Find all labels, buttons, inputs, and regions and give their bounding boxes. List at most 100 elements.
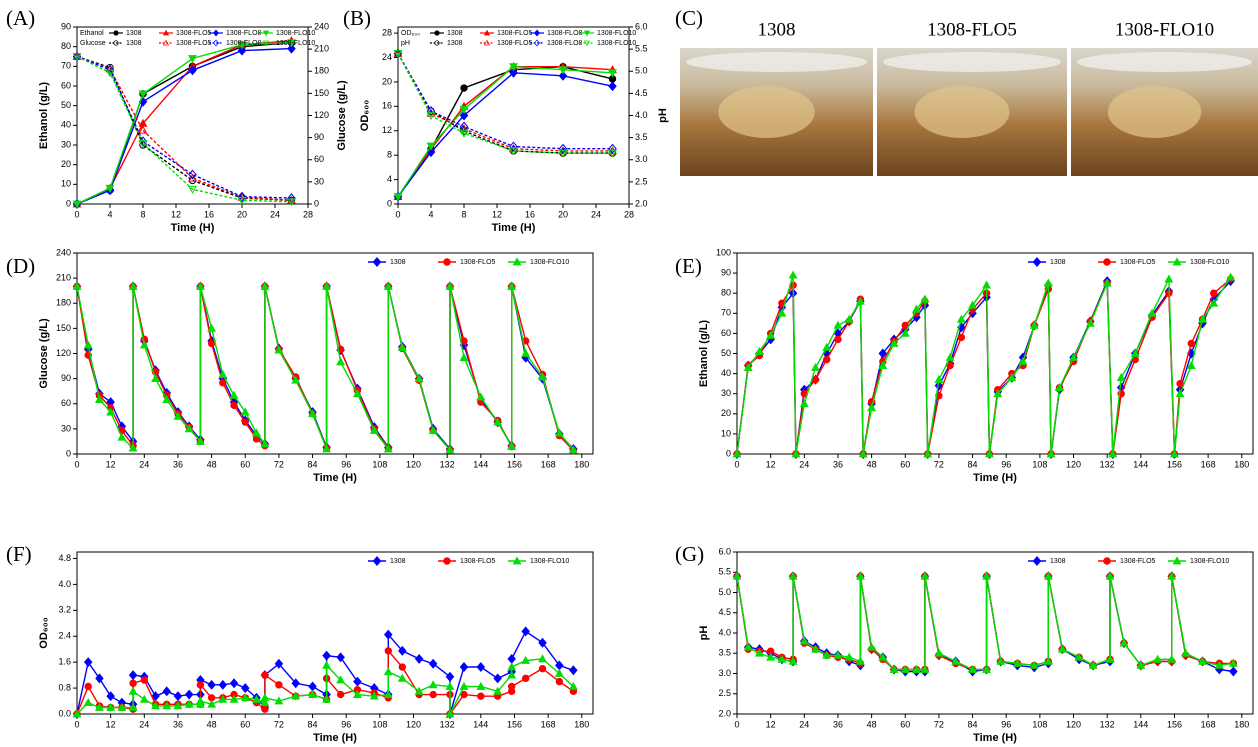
x-tick-label: 96 xyxy=(1001,719,1011,729)
x-tick-label: 72 xyxy=(934,719,944,729)
x-tick-label: 28 xyxy=(624,209,634,219)
marker xyxy=(1170,449,1179,458)
marker xyxy=(383,667,393,676)
y-tick-label: 150 xyxy=(56,323,71,333)
x-tick-label: 4 xyxy=(107,209,112,219)
marker xyxy=(1043,571,1053,580)
marker xyxy=(237,196,247,205)
y-axis-label: Ethanol (g/L) xyxy=(38,82,50,150)
marker xyxy=(822,342,832,351)
legend-marker xyxy=(372,257,382,267)
legend-label: 1308-FLO8 xyxy=(226,30,262,37)
legend-label: 1308-FLO10 xyxy=(530,259,569,266)
x-axis-label: Time (H) xyxy=(171,222,215,234)
y-tick-label: 100 xyxy=(716,247,731,257)
legend-label: 1308 xyxy=(447,30,463,37)
photo-label: 1308 xyxy=(758,19,796,40)
x-tick-label: 168 xyxy=(541,459,556,469)
marker xyxy=(429,690,437,699)
marker xyxy=(1176,379,1184,388)
x-tick-label: 132 xyxy=(1100,459,1115,469)
legend-label: 1308-FLO5 xyxy=(460,259,496,266)
legend-group-label: Ethanol xyxy=(80,30,104,37)
marker xyxy=(322,281,332,290)
x-axis-label: Time (H) xyxy=(313,472,357,484)
marker xyxy=(287,193,296,204)
y-tick-label: 8 xyxy=(387,150,392,160)
foam xyxy=(883,52,1061,72)
marker xyxy=(106,691,115,702)
x-tick-label: 144 xyxy=(1133,719,1148,729)
marker xyxy=(322,660,332,669)
y-tick-label: 80 xyxy=(61,41,71,51)
x-tick-label: 48 xyxy=(867,719,877,729)
y2-tick-label: 4.5 xyxy=(635,88,648,98)
y-tick-label: 90 xyxy=(721,267,731,277)
y-tick-label: 20 xyxy=(721,408,731,418)
y-tick-label: 5.5 xyxy=(718,567,731,577)
legend-marker xyxy=(213,29,219,37)
marker xyxy=(968,664,978,673)
marker xyxy=(459,106,469,115)
marker xyxy=(1229,666,1238,677)
marker xyxy=(188,173,197,182)
x-tick-label: 12 xyxy=(766,719,776,729)
x-tick-label: 144 xyxy=(473,719,488,729)
legend-marker xyxy=(1103,557,1111,565)
marker xyxy=(1164,274,1174,283)
marker xyxy=(811,362,820,371)
y-tick-label: 4.8 xyxy=(58,553,71,563)
legend-label: 1308-FLO5 xyxy=(1120,259,1156,266)
marker xyxy=(1228,658,1238,667)
marker xyxy=(1029,320,1039,329)
marker xyxy=(84,682,92,691)
marker xyxy=(1167,654,1177,663)
marker xyxy=(336,357,346,366)
marker xyxy=(521,348,531,357)
marker xyxy=(867,403,877,412)
series-line xyxy=(736,274,1232,455)
panel-label: (A) xyxy=(6,6,35,30)
marker xyxy=(383,444,393,453)
marker xyxy=(1012,658,1022,667)
marker xyxy=(353,676,362,687)
marker xyxy=(799,636,809,645)
x-tick-label: 60 xyxy=(240,719,250,729)
x-tick-label: 72 xyxy=(934,459,944,469)
marker xyxy=(188,169,197,180)
marker xyxy=(459,110,469,121)
y-tick-label: 210 xyxy=(56,273,71,283)
x-tick-label: 132 xyxy=(440,459,455,469)
marker xyxy=(822,650,832,659)
marker xyxy=(493,417,503,426)
legend-marker xyxy=(262,30,270,37)
legend-marker xyxy=(372,556,382,566)
marker xyxy=(946,361,954,370)
marker xyxy=(982,280,992,289)
marker xyxy=(445,281,455,290)
x-tick-label: 12 xyxy=(106,459,116,469)
marker xyxy=(1043,656,1053,665)
series-line xyxy=(76,47,292,205)
marker xyxy=(844,652,854,661)
marker xyxy=(1088,660,1098,669)
marker xyxy=(766,652,776,661)
marker xyxy=(1007,372,1017,381)
marker xyxy=(477,692,485,700)
x-tick-label: 24 xyxy=(139,459,149,469)
marker xyxy=(184,699,194,708)
legend-label: 1308-FLO10 xyxy=(1190,558,1229,565)
x-axis-label: Time (H) xyxy=(492,222,536,234)
marker xyxy=(754,648,764,657)
y-tick-label: 6.0 xyxy=(718,546,731,556)
marker xyxy=(162,701,172,710)
y-tick-label: 60 xyxy=(61,80,71,90)
series-line xyxy=(76,42,292,205)
marker xyxy=(291,375,301,384)
marker xyxy=(460,690,468,699)
marker xyxy=(83,657,93,668)
legend-marker xyxy=(1032,556,1042,566)
marker xyxy=(554,668,564,677)
y2-tick-label: 90 xyxy=(314,132,324,142)
y2-tick-label: 3.5 xyxy=(635,132,648,142)
